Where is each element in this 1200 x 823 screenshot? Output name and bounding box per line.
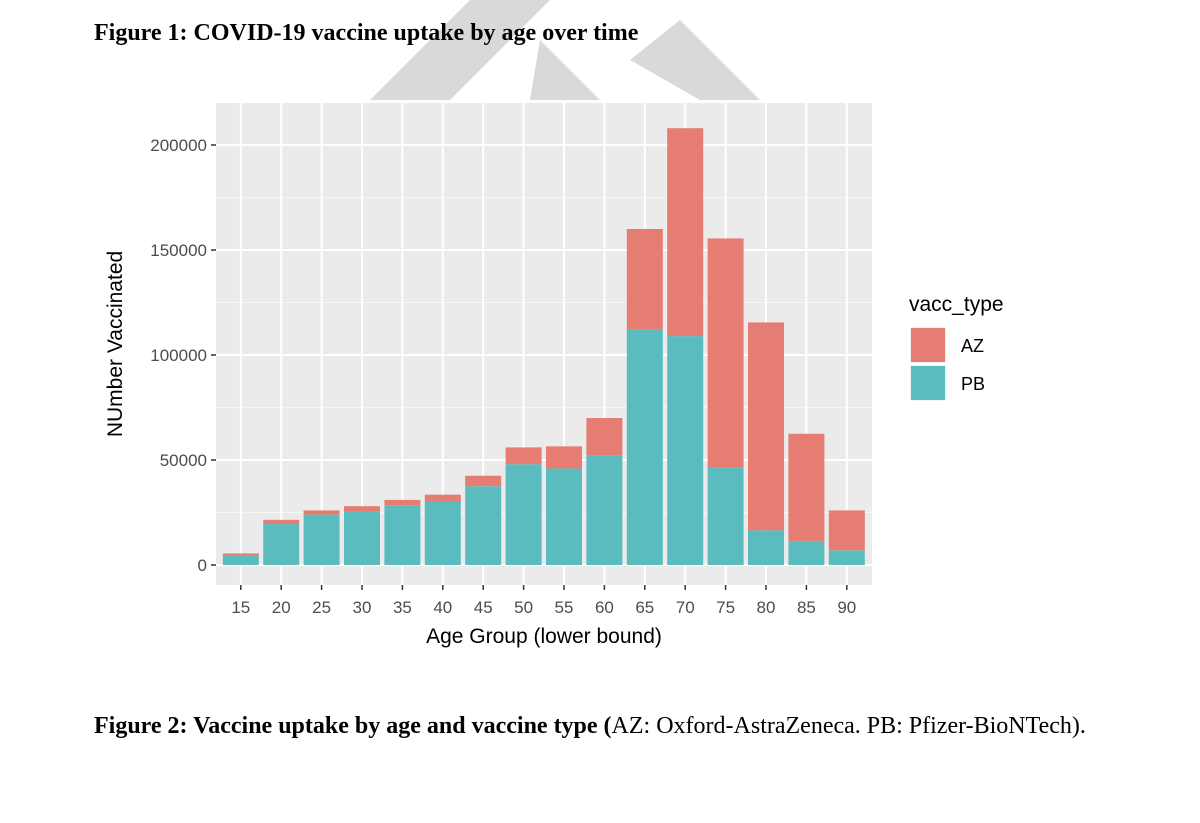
bar-pb-65 xyxy=(626,329,663,565)
bar-pb-35 xyxy=(384,505,421,565)
bar-az-50 xyxy=(505,447,542,465)
bars xyxy=(222,128,865,565)
bar-pb-25 xyxy=(303,514,340,565)
x-tick-label: 55 xyxy=(555,598,574,617)
x-tick-label: 60 xyxy=(595,598,614,617)
bar-pb-20 xyxy=(263,524,300,565)
bar-pb-75 xyxy=(707,467,744,565)
bar-az-85 xyxy=(788,433,825,541)
x-tick-label: 25 xyxy=(312,598,331,617)
bar-az-25 xyxy=(303,510,340,515)
bar-az-75 xyxy=(707,238,744,468)
bar-az-60 xyxy=(586,418,623,456)
bar-pb-80 xyxy=(748,530,784,565)
x-tick-label: 30 xyxy=(353,598,372,617)
legend-label-az: AZ xyxy=(961,336,984,356)
figure-2-caption: Figure 2: Vaccine uptake by age and vacc… xyxy=(94,704,1154,749)
legend-swatch-az xyxy=(911,328,945,362)
y-tick-label: 200000 xyxy=(150,136,207,155)
figure-2-caption-bold: Figure 2: Vaccine uptake by age and vacc… xyxy=(94,713,612,739)
bar-pb-30 xyxy=(344,511,380,565)
x-axis: 15 20 25 30 35 40 45 50 55 60 65 70 75 80 85 90 xyxy=(231,585,856,617)
bar-az-55 xyxy=(546,446,582,469)
vaccine-uptake-chart: 0 50000 100000 150000 200000 15 20 25 30 35 40 45 5… xyxy=(104,103,1004,648)
figure-2-caption-rest: AZ: Oxford-AstraZeneca. PB: Pfizer-BioNT… xyxy=(611,713,1086,739)
y-tick-label: 150000 xyxy=(150,241,207,260)
bar-az-65 xyxy=(626,229,663,330)
bar-az-90 xyxy=(828,510,865,551)
x-tick-label: 85 xyxy=(797,598,816,617)
x-tick-label: 15 xyxy=(231,598,250,617)
legend-label-pb: PB xyxy=(961,374,985,394)
bar-az-20 xyxy=(263,519,300,525)
legend-title: vacc_type xyxy=(909,293,1004,316)
x-tick-label: 75 xyxy=(716,598,735,617)
bar-az-15 xyxy=(222,553,259,556)
x-tick-label: 90 xyxy=(837,598,856,617)
x-axis-label: Age Group (lower bound) xyxy=(426,625,662,648)
x-tick-label: 20 xyxy=(272,598,291,617)
bar-pb-70 xyxy=(667,336,704,565)
bar-pb-90 xyxy=(828,550,865,565)
bar-pb-50 xyxy=(505,464,542,565)
y-tick-label: 100000 xyxy=(150,346,207,365)
x-tick-label: 80 xyxy=(757,598,776,617)
legend-swatch-pb xyxy=(911,366,945,400)
bar-az-70 xyxy=(667,128,704,337)
bar-pb-15 xyxy=(222,555,259,565)
bar-az-30 xyxy=(344,506,380,512)
x-tick-label: 65 xyxy=(635,598,654,617)
bar-pb-60 xyxy=(586,455,623,565)
y-tick-label: 0 xyxy=(198,556,207,575)
bar-pb-55 xyxy=(546,468,582,565)
x-tick-label: 50 xyxy=(514,598,533,617)
y-axis: 0 50000 100000 150000 200000 xyxy=(150,136,216,575)
x-tick-label: 70 xyxy=(676,598,695,617)
x-tick-label: 35 xyxy=(393,598,412,617)
bar-pb-85 xyxy=(788,540,825,565)
y-tick-label: 50000 xyxy=(160,451,207,470)
figure-1-title: Figure 1: COVID-19 vaccine uptake by age… xyxy=(94,20,639,46)
legend: vacc_type AZ PB xyxy=(909,293,1004,401)
y-axis-label: NUmber Vaccinated xyxy=(104,251,127,437)
bar-pb-40 xyxy=(424,502,461,565)
x-tick-label: 40 xyxy=(433,598,452,617)
bar-az-80 xyxy=(748,322,784,531)
bar-az-35 xyxy=(384,499,421,506)
bar-az-45 xyxy=(465,475,502,487)
x-tick-label: 45 xyxy=(474,598,493,617)
bar-az-40 xyxy=(424,494,461,502)
bar-pb-45 xyxy=(465,486,502,565)
